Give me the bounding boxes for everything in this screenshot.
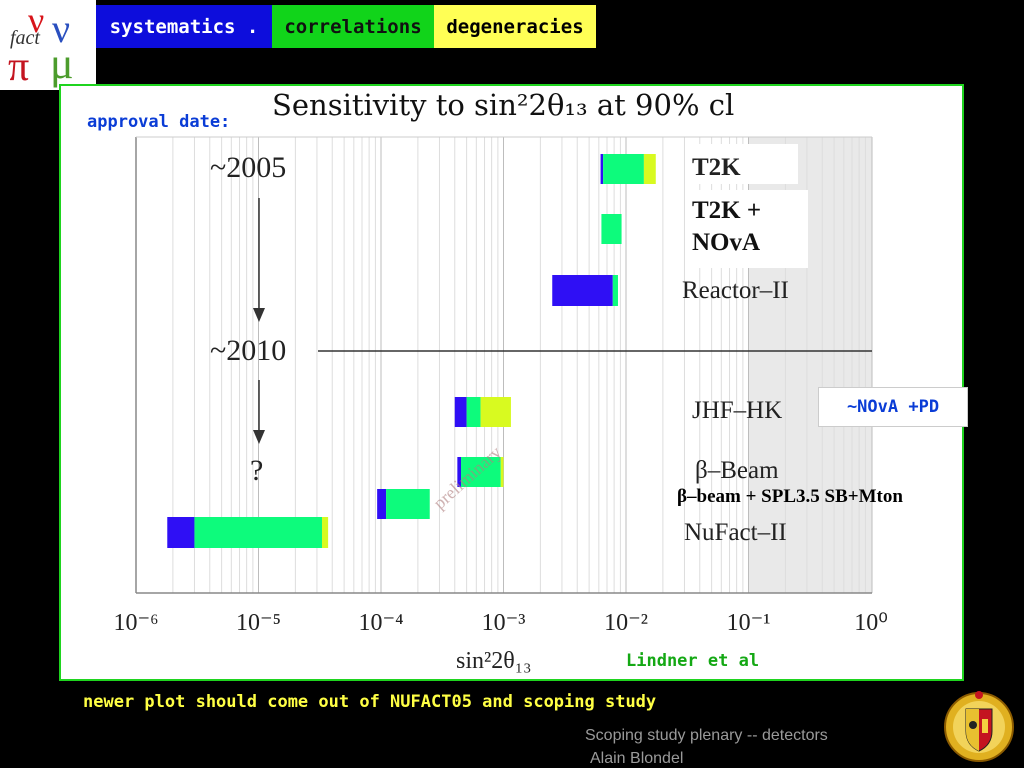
x-tick-label: 10⁰ <box>854 610 888 636</box>
arrow-head <box>253 430 265 444</box>
bar-segment <box>600 154 604 184</box>
bar-segment <box>194 517 323 548</box>
bar-segment <box>454 397 467 427</box>
experiment-label: JHF–HK <box>692 397 782 424</box>
bar-segment <box>603 154 644 184</box>
bar-segment <box>601 214 622 244</box>
svg-text:π: π <box>8 44 29 90</box>
bar-segment <box>552 275 613 306</box>
label-bg <box>686 144 798 184</box>
svg-text:μ: μ <box>50 39 74 88</box>
tab-correlations[interactable]: correlations <box>272 5 434 48</box>
footer-author: Alain Blondel <box>590 750 684 767</box>
time-label-unknown: ? <box>250 454 263 487</box>
credit-label: Lindner et al <box>626 651 760 671</box>
x-tick-label: 10⁻¹ <box>727 610 771 636</box>
time-label-2010: ~2010 <box>210 334 286 367</box>
experiment-label: NOvA <box>692 229 760 256</box>
bar-segment <box>167 517 195 548</box>
x-tick-label: 10⁻⁵ <box>236 610 281 636</box>
bar-segment <box>612 275 618 306</box>
chart-title: Sensitivity to sin²2θ₁₃ at 90% cl <box>272 88 735 122</box>
nufact-logo: fact ν ν π μ <box>0 0 96 90</box>
x-tick-label: 10⁻⁴ <box>358 610 403 636</box>
bar-segment <box>457 457 462 487</box>
bar-segment <box>643 154 656 184</box>
bar-segment <box>322 517 329 548</box>
tab-systematics[interactable]: systematics . <box>96 5 272 48</box>
university-seal-icon <box>944 691 1014 762</box>
arrow-head <box>253 308 265 322</box>
nufact-logo-icon: fact ν ν π μ <box>8 0 74 90</box>
experiment-label: NuFact–II <box>684 519 787 546</box>
tab-notch <box>212 36 256 48</box>
experiment-label: β–Beam <box>695 457 779 484</box>
beta-beam-note: β–beam + SPL3.5 SB+Mton <box>677 486 903 507</box>
bar-segment <box>500 457 504 487</box>
approval-date-label: approval date: <box>87 112 231 132</box>
bar-segment <box>480 397 511 427</box>
svg-text:ν: ν <box>52 6 70 51</box>
x-tick-label: 10⁻² <box>604 610 648 636</box>
bar-segment <box>461 457 501 487</box>
label-bg <box>686 190 808 268</box>
time-label-2005: ~2005 <box>210 151 286 184</box>
experiment-label: T2K <box>692 154 741 181</box>
x-tick-label: 10⁻⁶ <box>113 610 158 636</box>
bar-segment <box>386 489 430 519</box>
svg-text:ν: ν <box>28 0 44 40</box>
x-axis-label: sin²2θ₁₃ <box>456 648 531 674</box>
experiment-label: T2K + <box>692 197 761 224</box>
bar-segment <box>377 489 387 519</box>
newer-plot-note: newer plot should come out of NUFACT05 a… <box>83 692 657 712</box>
tab-degeneracies[interactable]: degeneracies <box>434 5 596 48</box>
experiment-label: Reactor–II <box>682 277 789 304</box>
x-tick-label: 10⁻³ <box>482 610 526 636</box>
footer-title: Scoping study plenary -- detectors <box>585 727 828 744</box>
bar-segment <box>466 397 481 427</box>
nova-pd-note: ~NOvA +PD <box>818 387 968 427</box>
svg-text:fact: fact <box>10 27 40 49</box>
